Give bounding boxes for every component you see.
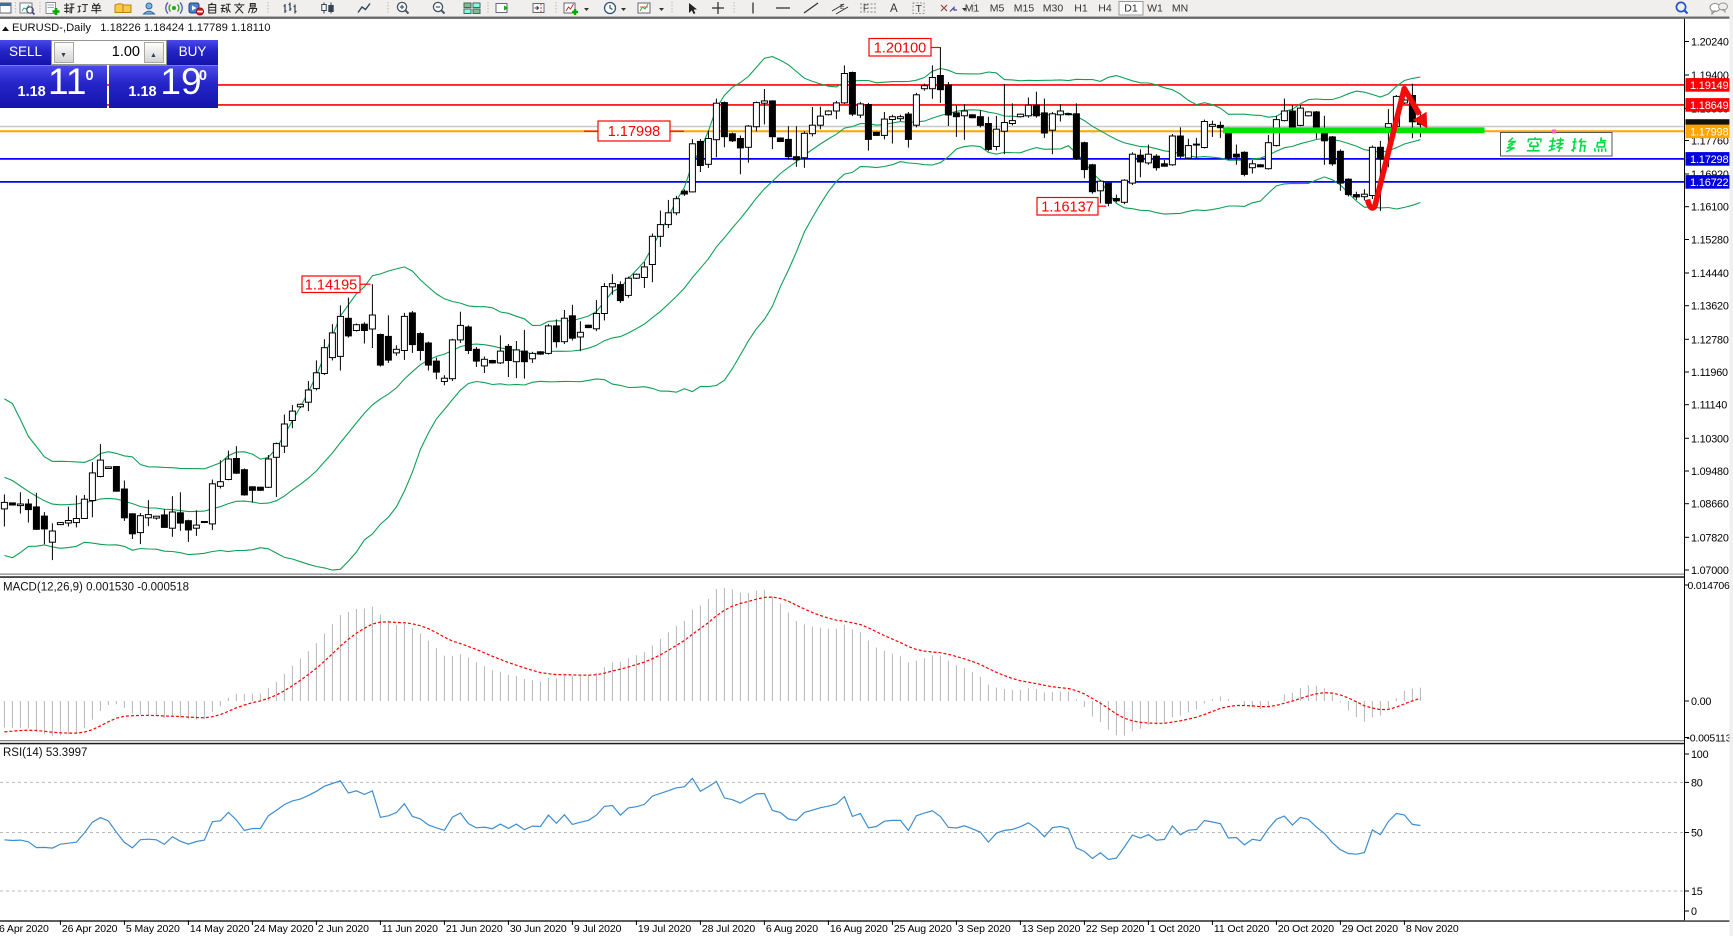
svg-text:28 Jul 2020: 28 Jul 2020: [702, 923, 755, 935]
svg-text:16 Aug 2020: 16 Aug 2020: [830, 923, 888, 935]
svg-text:1.07000: 1.07000: [1691, 565, 1729, 577]
svg-text:1.11960: 1.11960: [1691, 367, 1728, 379]
svg-text:0.00: 0.00: [1691, 696, 1711, 708]
svg-text:1.09480: 1.09480: [1691, 466, 1729, 478]
svg-text:0: 0: [1691, 906, 1697, 918]
svg-text:1.07820: 1.07820: [1691, 532, 1729, 544]
svg-text:-0.005113: -0.005113: [1687, 733, 1732, 745]
svg-text:H1: H1: [1074, 3, 1088, 15]
svg-text:F: F: [863, 3, 869, 13]
svg-text:1.17760: 1.17760: [1691, 136, 1729, 148]
svg-text:1 Oct 2020: 1 Oct 2020: [1150, 923, 1201, 935]
svg-text:T: T: [916, 3, 923, 15]
svg-text:3 Sep 2020: 3 Sep 2020: [958, 923, 1011, 935]
svg-text:15: 15: [1691, 886, 1703, 898]
svg-text:M30: M30: [1043, 3, 1064, 15]
svg-text:H4: H4: [1098, 3, 1112, 15]
svg-text:22 Sep 2020: 22 Sep 2020: [1086, 923, 1145, 935]
svg-text:1.08660: 1.08660: [1691, 499, 1729, 511]
svg-text:RSI(14) 53.3997: RSI(14) 53.3997: [3, 747, 87, 759]
svg-text:M15: M15: [1014, 3, 1035, 15]
svg-text:8 Nov 2020: 8 Nov 2020: [1406, 923, 1459, 935]
svg-text:2 Jun 2020: 2 Jun 2020: [318, 923, 369, 935]
svg-text:1.16137: 1.16137: [1041, 199, 1093, 215]
svg-text:1.15280: 1.15280: [1691, 235, 1729, 247]
svg-text:6 Aug 2020: 6 Aug 2020: [766, 923, 818, 935]
svg-text:1.16722: 1.16722: [1690, 177, 1728, 189]
svg-text:1.17998: 1.17998: [608, 124, 660, 140]
svg-text:50: 50: [1691, 828, 1703, 840]
svg-text:M1: M1: [965, 3, 980, 15]
svg-text:MACD(12,26,9) 0.001530 -0.0005: MACD(12,26,9) 0.001530 -0.000518: [3, 582, 189, 594]
svg-text:1.16100: 1.16100: [1691, 202, 1729, 214]
svg-text:EURUSD-,Daily 1.18226 1.1842: EURUSD-,Daily 1.18226 1.18424 1.17789 1.…: [12, 22, 271, 34]
svg-text:1.10300: 1.10300: [1691, 433, 1729, 445]
svg-text:9 Jul 2020: 9 Jul 2020: [574, 923, 622, 935]
svg-text:1.17998: 1.17998: [1690, 127, 1728, 139]
svg-text:M5: M5: [990, 3, 1005, 15]
svg-text:21 Jun 2020: 21 Jun 2020: [446, 923, 503, 935]
svg-text:1.11140: 1.11140: [1691, 400, 1727, 412]
svg-text:D1: D1: [1124, 3, 1138, 15]
svg-text:14 May 2020: 14 May 2020: [190, 923, 250, 935]
svg-text:1.17298: 1.17298: [1690, 154, 1728, 166]
svg-text:30 Jun 2020: 30 Jun 2020: [510, 923, 567, 935]
svg-text:1.18649: 1.18649: [1690, 100, 1728, 112]
svg-text:1.14440: 1.14440: [1691, 268, 1729, 280]
svg-text:29 Oct 2020: 29 Oct 2020: [1342, 923, 1398, 935]
svg-text:1.13620: 1.13620: [1691, 301, 1729, 313]
svg-text:E: E: [840, 4, 845, 11]
svg-text:20 Oct 2020: 20 Oct 2020: [1278, 923, 1334, 935]
svg-text:80: 80: [1691, 777, 1703, 789]
svg-text:1.14195: 1.14195: [305, 277, 357, 293]
svg-text:A: A: [890, 3, 898, 15]
svg-text:0.014706: 0.014706: [1688, 580, 1731, 592]
svg-text:13 Sep 2020: 13 Sep 2020: [1022, 923, 1081, 935]
svg-text:100: 100: [1691, 749, 1709, 761]
svg-text:W1: W1: [1147, 3, 1163, 15]
svg-text:1.19149: 1.19149: [1690, 80, 1728, 92]
svg-text:25 Aug 2020: 25 Aug 2020: [894, 923, 952, 935]
svg-text:11 Oct 2020: 11 Oct 2020: [1214, 923, 1270, 935]
svg-text:1.12780: 1.12780: [1691, 334, 1729, 346]
svg-text:1.20240: 1.20240: [1691, 37, 1729, 49]
svg-text:11 Jun 2020: 11 Jun 2020: [382, 923, 438, 935]
svg-text:5 May 2020: 5 May 2020: [126, 923, 180, 935]
svg-text:16 Apr 2020: 16 Apr 2020: [0, 923, 49, 935]
svg-text:MN: MN: [1172, 3, 1188, 15]
svg-text:19 Jul 2020: 19 Jul 2020: [638, 923, 691, 935]
svg-text:24 May 2020: 24 May 2020: [254, 923, 314, 935]
svg-text:1.20100: 1.20100: [874, 40, 926, 56]
svg-text:26 Apr 2020: 26 Apr 2020: [62, 923, 118, 935]
